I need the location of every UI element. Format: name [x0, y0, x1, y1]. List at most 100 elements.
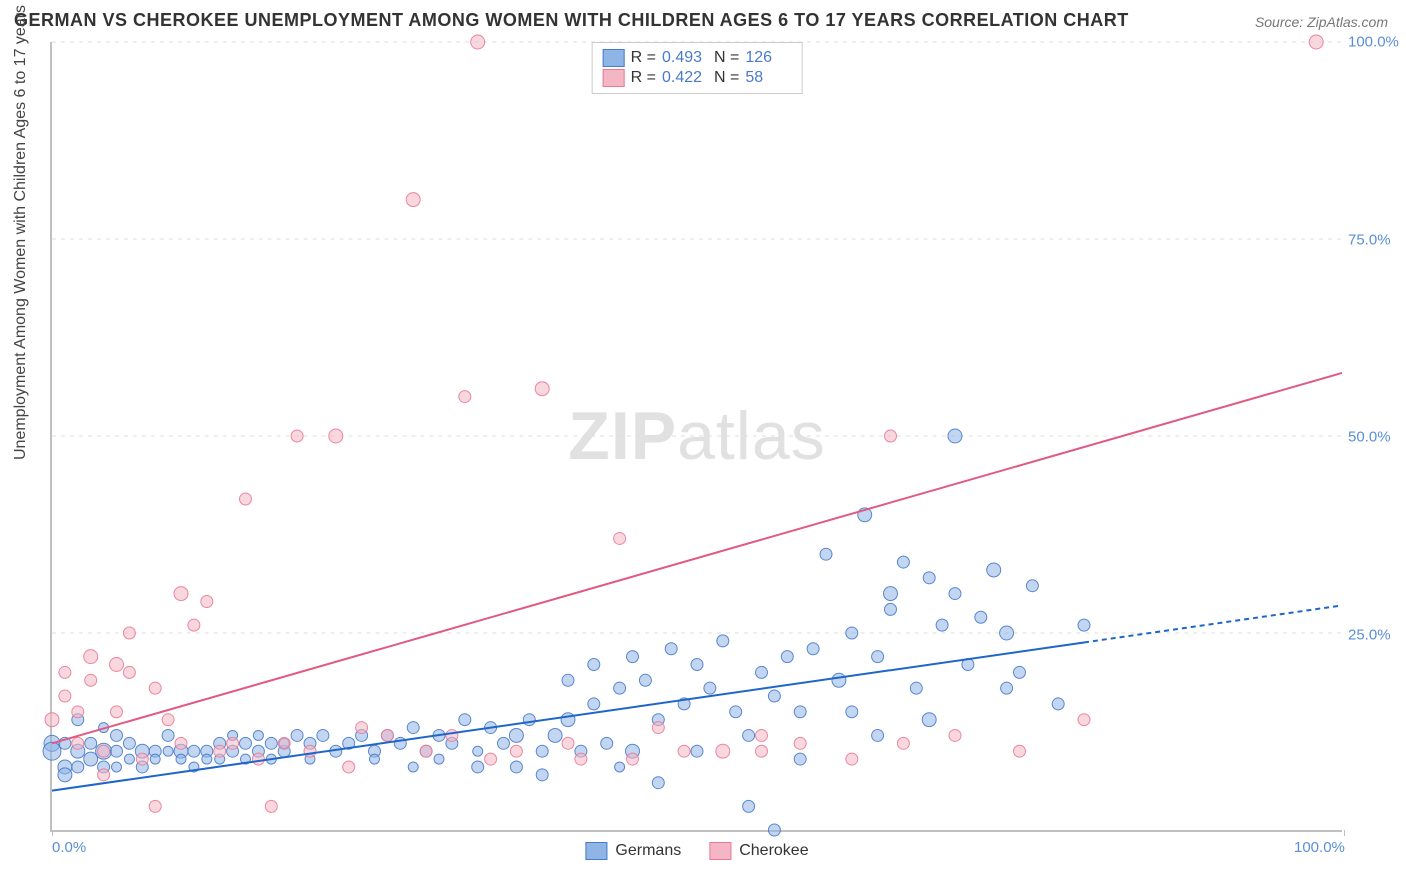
data-point — [639, 674, 651, 686]
data-point — [408, 762, 418, 772]
data-point — [691, 745, 703, 757]
data-point — [72, 706, 84, 718]
legend-swatch — [603, 49, 625, 67]
data-point — [136, 753, 148, 765]
data-point — [59, 666, 71, 678]
data-point — [214, 745, 226, 757]
plot-area: ZIPatlas 25.0%50.0%75.0%100.0% 0.0%100.0… — [50, 42, 1342, 832]
data-point — [188, 619, 200, 631]
data-point — [536, 745, 548, 757]
data-point — [562, 674, 574, 686]
data-point — [575, 753, 587, 765]
data-point — [265, 800, 277, 812]
trend-line — [52, 373, 1342, 743]
data-point — [85, 737, 97, 749]
data-point — [1078, 619, 1090, 631]
series-legend-item: Cherokee — [709, 842, 808, 860]
y-tick-label: 25.0% — [1348, 626, 1398, 643]
data-point — [291, 430, 303, 442]
data-point — [1014, 666, 1026, 678]
data-point — [111, 706, 123, 718]
data-point — [781, 651, 793, 663]
y-tick-label: 50.0% — [1348, 429, 1398, 446]
data-point — [473, 746, 483, 756]
data-point — [794, 706, 806, 718]
data-point — [510, 761, 522, 773]
data-point — [1014, 745, 1026, 757]
data-point — [936, 619, 948, 631]
data-point — [872, 729, 884, 741]
data-point — [652, 777, 664, 789]
data-point — [278, 737, 290, 749]
data-point — [110, 658, 124, 672]
data-point — [678, 745, 690, 757]
data-point — [794, 753, 806, 765]
data-point — [175, 737, 187, 749]
data-point — [343, 761, 355, 773]
data-point — [872, 651, 884, 663]
data-point — [743, 800, 755, 812]
chart-title: GERMAN VS CHEROKEE UNEMPLOYMENT AMONG WO… — [14, 10, 1129, 31]
data-point — [1052, 698, 1064, 710]
data-point — [614, 532, 626, 544]
data-point — [162, 729, 174, 741]
data-point — [717, 635, 729, 647]
data-point — [704, 682, 716, 694]
y-tick-label: 100.0% — [1348, 34, 1398, 51]
data-point — [111, 729, 123, 741]
series-legend-item: Germans — [585, 842, 681, 860]
data-point — [885, 603, 897, 615]
data-point — [536, 769, 548, 781]
data-point — [485, 753, 497, 765]
data-point — [317, 729, 329, 741]
data-point — [987, 563, 1001, 577]
data-point — [743, 729, 755, 741]
data-point — [846, 627, 858, 639]
data-point — [548, 728, 562, 742]
data-point — [291, 729, 303, 741]
data-point — [420, 745, 432, 757]
source-value: ZipAtlas.com — [1307, 14, 1388, 30]
data-point — [201, 595, 213, 607]
stat-n-label: N = — [714, 49, 739, 67]
data-point — [523, 714, 535, 726]
data-point — [768, 690, 780, 702]
data-point — [459, 714, 471, 726]
data-point — [846, 753, 858, 765]
data-point — [1026, 580, 1038, 592]
data-point — [716, 744, 730, 758]
data-point — [72, 737, 84, 749]
data-point — [588, 698, 600, 710]
data-point — [627, 651, 639, 663]
data-point — [176, 754, 186, 764]
data-point — [265, 737, 277, 749]
x-tick-mark — [1344, 830, 1345, 836]
data-point — [84, 752, 98, 766]
data-point — [58, 768, 72, 782]
x-tick-label: 0.0% — [52, 839, 86, 856]
data-point — [98, 769, 110, 781]
series-legend-label: Germans — [615, 842, 681, 860]
data-point — [459, 391, 471, 403]
data-point — [406, 193, 420, 207]
data-point — [922, 713, 936, 727]
data-point — [1078, 714, 1090, 726]
data-point — [253, 730, 263, 740]
data-point — [162, 714, 174, 726]
data-point — [510, 745, 522, 757]
data-point — [730, 706, 742, 718]
data-point — [588, 659, 600, 671]
series-legend-label: Cherokee — [739, 842, 808, 860]
chart-source: Source: ZipAtlas.com — [1255, 14, 1388, 30]
data-point — [85, 674, 97, 686]
data-point — [471, 35, 485, 49]
data-point — [949, 588, 961, 600]
data-point — [627, 753, 639, 765]
data-point — [756, 729, 768, 741]
data-point — [807, 643, 819, 655]
legend-swatch — [585, 842, 607, 860]
data-point — [691, 659, 703, 671]
stat-n-value: 126 — [745, 49, 791, 67]
data-point — [949, 729, 961, 741]
trend-line-extrapolated — [1084, 605, 1342, 642]
